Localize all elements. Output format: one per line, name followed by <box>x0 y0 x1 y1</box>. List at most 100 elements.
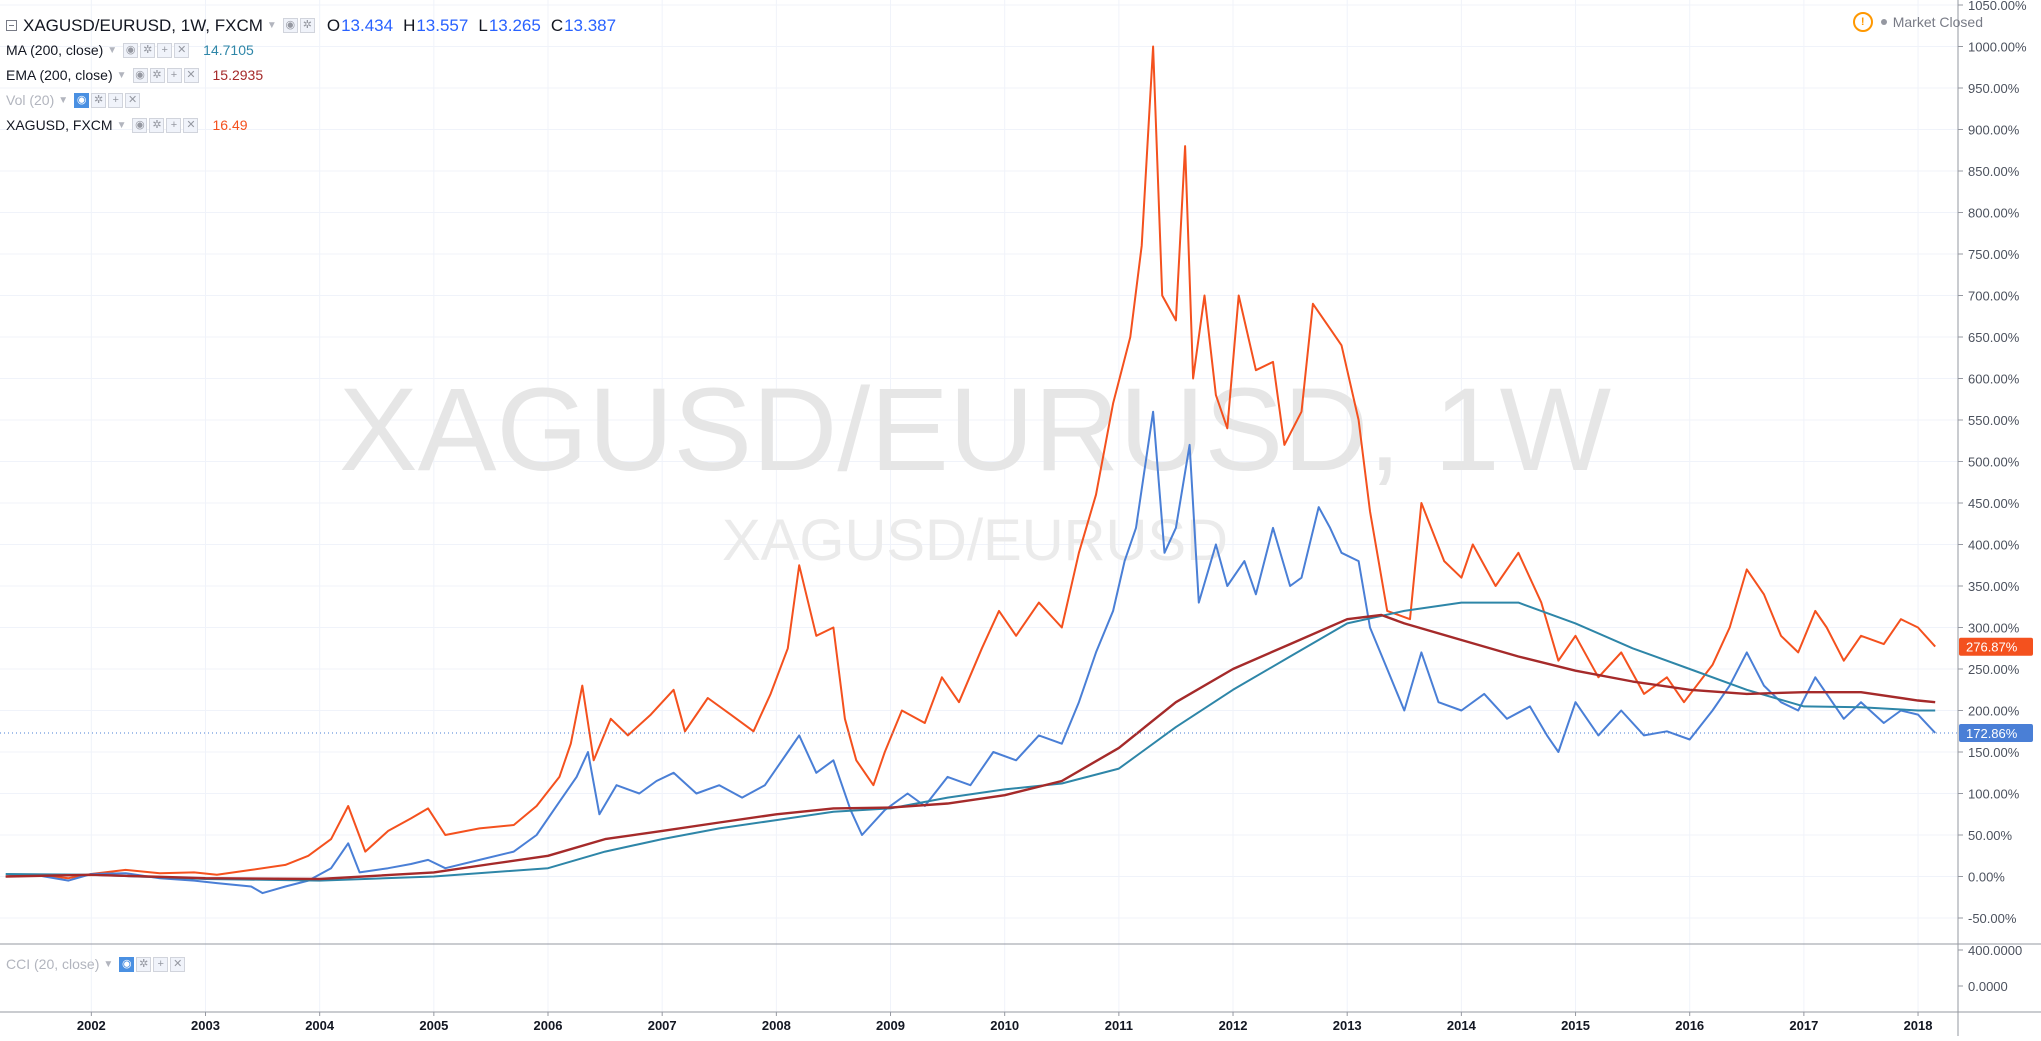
ohlc-low-value: 13.265 <box>488 15 541 35</box>
chevron-down-icon[interactable]: ▼ <box>107 45 118 56</box>
y-tick-label: 0.00% <box>1968 870 2005 885</box>
x-tick-label: 2013 <box>1333 1018 1362 1033</box>
ema-value: 15.2935 <box>212 67 264 83</box>
y-tick-label: 150.00% <box>1968 745 2020 760</box>
plus-icon[interactable]: + <box>166 68 182 83</box>
eye-icon[interactable]: ◉ <box>132 118 148 133</box>
x-tick-label: 2005 <box>419 1018 448 1033</box>
vol-label: Vol (20) <box>6 92 55 108</box>
x-tick-label: 2014 <box>1447 1018 1477 1033</box>
cci-legend[interactable]: CCI (20, close) ▼ ◉ ✲ + ✕ <box>6 956 187 972</box>
y-tick-label: 950.00% <box>1968 81 2020 96</box>
plus-icon[interactable]: + <box>153 956 169 972</box>
grid <box>0 0 1958 1012</box>
close-icon[interactable]: ✕ <box>170 956 186 972</box>
y-tick-label: 50.00% <box>1968 828 2013 843</box>
series-line-ema-200-close <box>5 613 1936 881</box>
x-tick-label: 2007 <box>648 1018 677 1033</box>
series-lines <box>0 45 1958 895</box>
legend-vol[interactable]: Vol (20) ▼ ◉ ✲ + ✕ <box>6 88 616 113</box>
ohlc-low-key: L <box>478 15 488 35</box>
legend-ema[interactable]: EMA (200, close) ▼ ◉ ✲ + ✕ 15.2935 <box>6 63 616 88</box>
x-tick-label: 2006 <box>534 1018 563 1033</box>
legend-ma[interactable]: MA (200, close) ▼ ◉ ✲ + ✕ 14.7105 <box>6 38 616 63</box>
ohlc-open-value: 13.434 <box>341 15 394 35</box>
y-tick-label: 850.00% <box>1968 164 2020 179</box>
ma-label: MA (200, close) <box>6 42 104 58</box>
y-tick-label: 1000.00% <box>1968 40 2027 55</box>
status-dot-icon <box>1880 19 1887 25</box>
market-status[interactable]: ! Market Closed <box>1852 12 1983 32</box>
cci-label: CCI (20, close) <box>6 956 100 972</box>
x-tick-label: 2004 <box>305 1018 335 1033</box>
chevron-down-icon[interactable]: ▼ <box>103 958 114 970</box>
legend-xagusd[interactable]: XAGUSD, FXCM ▼ ◉ ✲ + ✕ 16.49 <box>6 113 616 138</box>
gear-icon[interactable]: ✲ <box>149 68 165 83</box>
series-line-ma-200-close <box>5 601 1936 882</box>
ohlc-open-key: O <box>326 15 341 35</box>
y-tick-label: -50.00% <box>1968 911 2017 926</box>
y-tick-label: 500.00% <box>1968 455 2020 470</box>
plus-icon[interactable]: + <box>108 93 124 108</box>
x-tick-label: 2015 <box>1561 1018 1590 1033</box>
chevron-down-icon[interactable]: ▼ <box>58 95 69 106</box>
plus-icon[interactable]: + <box>166 118 182 133</box>
eye-icon[interactable]: ◉ <box>123 43 139 58</box>
x-tick-label: 2018 <box>1904 1018 1933 1033</box>
y-tick-label: 800.00% <box>1968 206 2020 221</box>
gear-icon[interactable]: ✲ <box>299 17 315 33</box>
y-tick-label: 700.00% <box>1968 289 2020 304</box>
series-line-xagusd-fxcm <box>5 45 1936 880</box>
chevron-down-icon[interactable]: ▼ <box>116 120 127 131</box>
symbol-title: XAGUSD/EURUSD, 1W, FXCM <box>23 15 263 35</box>
y-tick-label: 250.00% <box>1968 662 2020 677</box>
cci-tick-label: 0.0000 <box>1968 979 2008 994</box>
watermark-sub: XAGUSD/EURUSD <box>722 508 1228 573</box>
collapse-legend-button[interactable] <box>6 19 17 31</box>
ohlc-high-value: 13.557 <box>416 15 469 35</box>
gear-icon[interactable]: ✲ <box>136 956 152 972</box>
series-line-xagusd-eurusd <box>5 410 1936 895</box>
watermark: XAGUSD/EURUSD, 1W XAGUSD/EURUSD <box>339 364 1611 573</box>
x-tick-label: 2016 <box>1675 1018 1704 1033</box>
x-tick-label: 2017 <box>1789 1018 1818 1033</box>
ma-value: 14.7105 <box>203 42 254 58</box>
eye-icon[interactable]: ◉ <box>74 93 90 108</box>
ohlc-close-value: 13.387 <box>564 15 617 35</box>
chevron-down-icon[interactable]: ▼ <box>116 70 127 81</box>
xagusd-value: 16.49 <box>212 117 248 133</box>
last-value-badge <box>1959 724 2033 743</box>
y-tick-label: 550.00% <box>1968 413 2020 428</box>
y-tick-label: 350.00% <box>1968 579 2020 594</box>
x-tick-label: 2012 <box>1219 1018 1248 1033</box>
x-tick-label: 2009 <box>876 1018 905 1033</box>
gear-icon[interactable]: ✲ <box>91 93 107 108</box>
eye-icon[interactable]: ◉ <box>119 956 135 972</box>
close-icon[interactable]: ✕ <box>183 68 199 83</box>
ohlc-high-key: H <box>403 15 416 35</box>
y-tick-label: 650.00% <box>1968 330 2020 345</box>
close-icon[interactable]: ✕ <box>125 93 141 108</box>
last-value-label: 172.86% <box>1966 726 2018 741</box>
ema-label: EMA (200, close) <box>6 67 113 83</box>
y-tick-label: 450.00% <box>1968 496 2020 511</box>
last-value-labels: 276.87% 172.86% <box>1959 637 2033 743</box>
gear-icon[interactable]: ✲ <box>140 43 156 58</box>
eye-icon[interactable]: ◉ <box>282 17 298 33</box>
ohlc-close-key: C <box>550 15 564 35</box>
x-tick-label: 2002 <box>77 1018 106 1033</box>
close-icon[interactable]: ✕ <box>183 118 199 133</box>
eye-icon[interactable]: ◉ <box>132 68 148 83</box>
chevron-down-icon[interactable]: ▼ <box>266 19 277 31</box>
gear-icon[interactable]: ✲ <box>149 118 165 133</box>
plus-icon[interactable]: + <box>157 43 173 58</box>
close-icon[interactable]: ✕ <box>174 43 190 58</box>
x-tick-label: 2010 <box>990 1018 1019 1033</box>
y-tick-label: 600.00% <box>1968 372 2020 387</box>
y-tick-label: 300.00% <box>1968 621 2020 636</box>
x-tick-label: 2008 <box>762 1018 791 1033</box>
y-tick-label: 900.00% <box>1968 123 2020 138</box>
